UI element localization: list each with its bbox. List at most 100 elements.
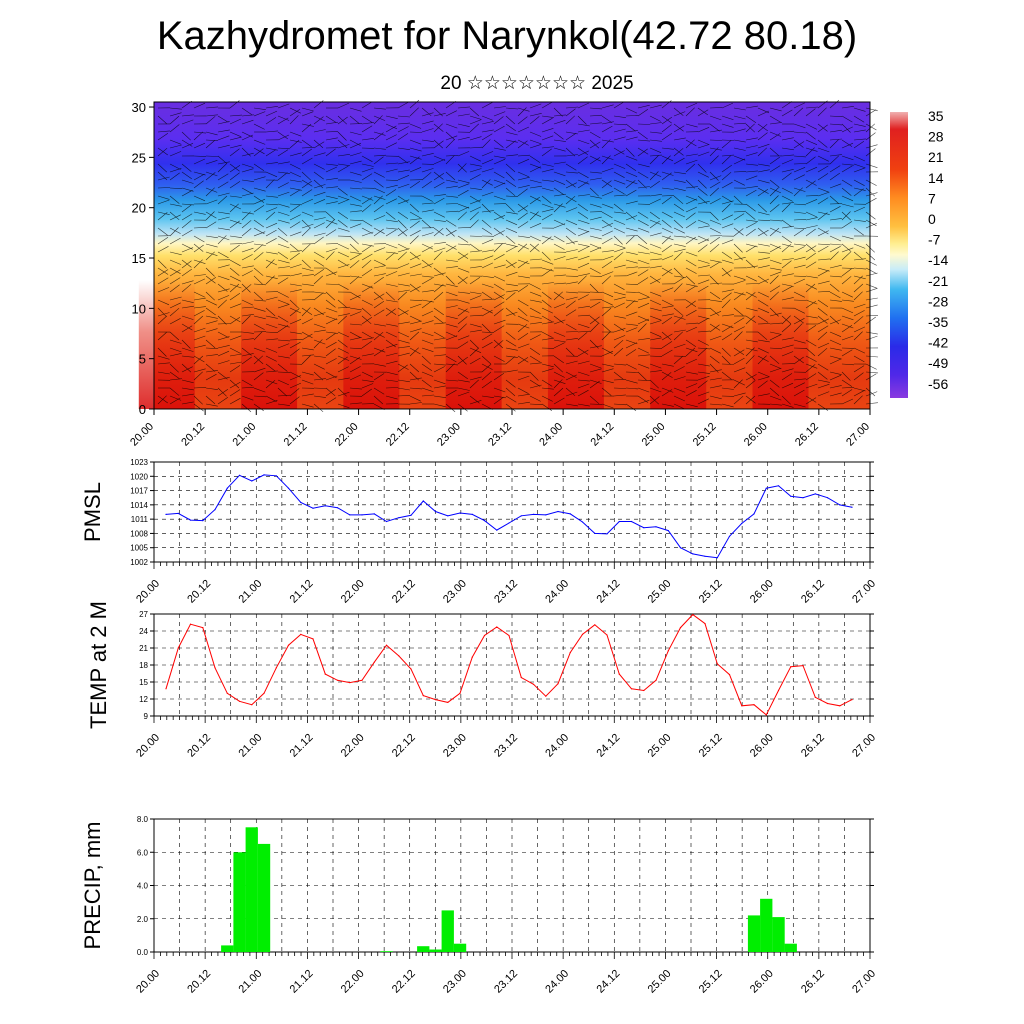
pmsl-y-tick-label-2: 1008 [130, 529, 148, 538]
temp-point-34 [581, 633, 584, 636]
pmsl-x-tick-label-6: 23.00 [441, 578, 469, 606]
precip-x-tick-label-5: 22.12 [390, 968, 418, 996]
pmsl-point-35 [594, 532, 596, 535]
precip-bar-51 [784, 943, 797, 952]
pmsl-point-40 [655, 526, 657, 528]
temp-point-7 [251, 704, 253, 706]
pmsl-point-6 [238, 474, 241, 476]
pmsl-point-12 [312, 507, 314, 509]
temp-point-28 [508, 634, 510, 637]
temp-panel: 9 12 15 18 21 24 27 20.00 20.12 21.00 21.12 22.00 22… [86, 601, 878, 760]
page-title: Kazhydromet for Narynkol(42.72 80.18) [156, 14, 858, 58]
temp-point-10 [287, 644, 290, 646]
pmsl-point-33 [569, 513, 571, 515]
temp-point-21 [422, 695, 424, 697]
warm-column-2 [343, 280, 400, 409]
temp-point-55 [839, 705, 841, 707]
pmsl-point-1 [177, 512, 179, 515]
temp-point-1 [177, 647, 179, 649]
temp-point-17 [373, 661, 375, 663]
page-subtitle: 20 ☆☆☆☆☆☆☆ 2025 [440, 73, 634, 94]
temp-point-36 [606, 634, 608, 636]
temp-point-56 [851, 699, 853, 701]
pmsl-point-14 [336, 507, 339, 509]
temp-point-27 [496, 626, 498, 628]
pmsl-point-26 [483, 520, 486, 522]
temp-point-42 [679, 627, 682, 629]
precip-panel: 0.0 2.0 4.0 6.0 8.0 20.00 20.12 21.00 21.12 22.00… [80, 815, 878, 996]
temp-x-tick-label-11: 25.12 [697, 732, 725, 760]
temp-x-tick-label-9: 24.12 [594, 732, 622, 760]
pmsl-point-52 [802, 497, 804, 499]
precip-x-tick-label-7: 23.12 [492, 968, 520, 996]
heatmap-y-tick-label-4: 20 [132, 201, 146, 216]
temp-point-43 [692, 614, 694, 616]
temp-point-50 [777, 689, 780, 692]
precip-x-tick-label-13: 26.12 [799, 968, 827, 996]
precip-bar-7 [245, 827, 258, 952]
pmsl-point-28 [508, 522, 510, 524]
precip-x-tick-label-10: 25.00 [646, 968, 674, 996]
pmsl-point-13 [324, 505, 326, 507]
temp-point-23 [447, 701, 449, 704]
precip-x-tick-label-8: 24.00 [543, 968, 571, 996]
temp-point-24 [459, 692, 461, 694]
temp-point-0 [165, 688, 167, 690]
precip-x-tick-label-11: 25.12 [697, 968, 725, 996]
heatmap-y-tick-label-2: 10 [132, 301, 146, 316]
precip-x-tick-label-6: 23.00 [441, 968, 469, 996]
temp-point-52 [802, 665, 804, 667]
pmsl-point-51 [790, 495, 792, 497]
temp-y-tick-label-3: 18 [139, 661, 148, 670]
precip-bar-48 [747, 915, 761, 952]
temp-point-48 [753, 704, 755, 706]
pmsl-point-21 [422, 500, 424, 502]
pmsl-x-tick-label-11: 25.12 [697, 578, 725, 606]
pmsl-y-tick-label-4: 1014 [130, 501, 148, 510]
temp-point-14 [336, 679, 339, 681]
pmsl-point-45 [716, 557, 718, 559]
colorbar-label-6: -7 [928, 232, 941, 248]
temp-point-26 [483, 634, 486, 637]
pmsl-panel: 1002 1005 1008 1011 1014 1017 1020 1023 20.00 20.… [80, 458, 878, 606]
precip-y-tick-label-3: 6.0 [137, 848, 149, 857]
precip-y-tick-label-0: 0.0 [137, 948, 149, 957]
temp-point-13 [324, 673, 326, 675]
heatmap-y-tick-label-3: 15 [132, 251, 146, 266]
heatmap-x-tick-label-2: 21.00 [230, 421, 258, 449]
precip-x-tick-label-14: 27.00 [850, 968, 878, 996]
temp-point-16 [361, 679, 363, 681]
precip-x-tick-label-9: 24.12 [594, 968, 622, 996]
colorbar-label-12: -49 [928, 355, 948, 371]
pmsl-y-tick-label-3: 1011 [131, 515, 149, 524]
pmsl-point-49 [765, 487, 767, 489]
pmsl-point-15 [349, 514, 351, 516]
precip-x-tick-label-4: 22.00 [339, 968, 367, 996]
temp-point-12 [312, 638, 314, 640]
pmsl-point-25 [471, 513, 473, 516]
pmsl-point-43 [692, 553, 694, 555]
temp-point-54 [826, 702, 829, 705]
heatmap-x-tick-label-0: 20.00 [128, 421, 156, 449]
pmsl-point-44 [704, 555, 706, 557]
heatmap-x-tick-label-7: 23.12 [486, 421, 514, 449]
pmsl-point-16 [361, 514, 363, 516]
heatmap-y-tick-label-1: 5 [139, 352, 146, 367]
temp-point-30 [532, 683, 535, 685]
temp-point-38 [630, 688, 633, 690]
pmsl-point-37 [618, 520, 620, 523]
precip-x-tick-label-2: 21.00 [236, 968, 264, 996]
temp-x-tick-label-0: 20.00 [134, 732, 162, 760]
heatmap-y-tick-label-0: 0 [139, 402, 146, 417]
temp-y-tick-label-1: 12 [139, 695, 148, 704]
precip-x-tick-label-0: 20.00 [134, 968, 162, 996]
colorbar-label-8: -21 [928, 273, 948, 289]
precip-bar-5 [221, 945, 234, 952]
precip-bar-8 [257, 843, 271, 952]
pmsl-x-tick-label-14: 27.00 [850, 578, 878, 606]
temp-point-6 [238, 700, 241, 702]
temp-point-46 [728, 674, 731, 676]
colorbar-label-5: 0 [928, 211, 936, 227]
